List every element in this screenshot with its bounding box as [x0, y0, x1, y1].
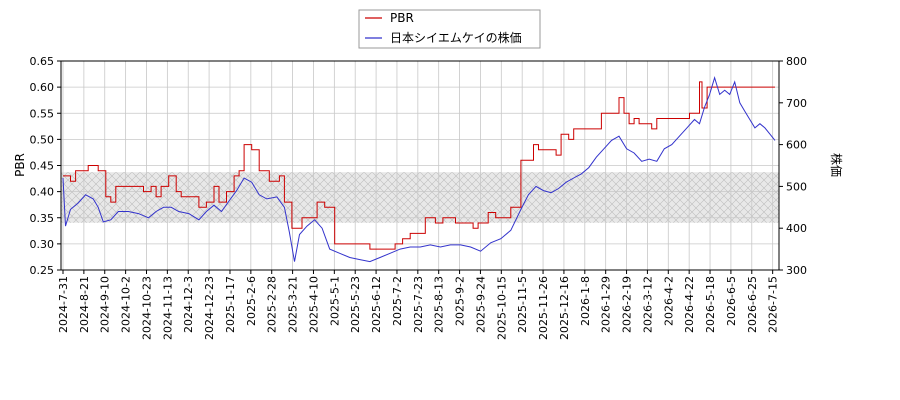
x-tick-label: 2024-7-31 [57, 276, 70, 333]
x-tick-label: 2024-11-13 [161, 276, 174, 340]
x-tick-label: 2025-9-24 [474, 276, 487, 333]
left-tick-label: 0.65 [30, 55, 55, 68]
x-tick-label: 2025-1-17 [224, 276, 237, 333]
right-axis-title: 株価 [829, 153, 844, 177]
x-tick-label: 2026-6-5 [725, 276, 738, 326]
x-tick-label: 2025-12-16 [558, 276, 571, 340]
right-tick-label: 300 [786, 264, 807, 277]
right-tick-label: 700 [786, 97, 807, 110]
x-tick-label: 2025-9-2 [454, 276, 467, 326]
x-tick-label: 2025-11-5 [516, 276, 529, 333]
x-tick-label: 2025-3-21 [287, 276, 300, 333]
x-tick-label: 2026-1-29 [600, 276, 613, 333]
x-tick-label: 2026-1-8 [579, 276, 592, 326]
x-tick-label: 2024-10-23 [140, 276, 153, 340]
x-tick-label: 2025-8-13 [433, 276, 446, 333]
x-tick-label: 2025-11-26 [537, 276, 550, 340]
legend-pbr-label: PBR [390, 11, 414, 25]
legend-price-label: 日本シイエムケイの株価 [390, 30, 522, 45]
x-tick-label: 2026-3-12 [641, 276, 654, 333]
x-tick-label: 2024-8-21 [78, 276, 91, 333]
pbr-series-line [63, 81, 775, 250]
x-tick-label: 2025-5-1 [328, 276, 341, 326]
x-tick-label: 2026-7-15 [767, 276, 780, 333]
x-tick-label: 2025-7-2 [391, 276, 404, 326]
legend-box [358, 9, 541, 49]
left-tick-label: 0.50 [30, 133, 55, 146]
x-tick-label: 2025-2-6 [245, 276, 258, 326]
left-tick-label: 0.25 [30, 264, 55, 277]
x-tick-label: 2024-9-10 [99, 276, 112, 333]
x-tick-label: 2024-12-23 [203, 276, 216, 340]
right-tick-label: 800 [786, 55, 807, 68]
left-tick-label: 0.30 [30, 238, 55, 251]
x-tick-label: 2025-7-23 [412, 276, 425, 333]
right-tick-label: 400 [786, 222, 807, 235]
x-tick-label: 2026-2-19 [621, 276, 634, 333]
left-tick-label: 0.35 [30, 212, 55, 225]
x-tick-label: 2026-4-22 [683, 276, 696, 333]
legend: PBR 日本シイエムケイの株価 [358, 9, 541, 49]
x-tick-label: 2025-10-15 [495, 276, 508, 340]
left-tick-label: 0.60 [30, 81, 55, 94]
x-tick-label: 2025-2-28 [266, 276, 279, 333]
x-tick-label: 2025-6-12 [370, 276, 383, 333]
x-tick-label: 2025-4-10 [307, 276, 320, 333]
x-tick-label: 2026-6-25 [746, 276, 759, 333]
left-tick-label: 0.55 [30, 107, 55, 120]
x-tick-label: 2026-5-18 [704, 276, 717, 333]
left-axis-title: PBR [13, 153, 27, 177]
x-tick-label: 2025-5-23 [349, 276, 362, 333]
right-tick-label: 500 [786, 180, 807, 193]
left-tick-label: 0.40 [30, 186, 55, 199]
stock-price-series-line [62, 75, 776, 263]
x-tick-label: 2024-10-2 [120, 276, 133, 333]
right-tick-label: 600 [786, 139, 807, 152]
left-tick-label: 0.45 [30, 160, 55, 173]
x-tick-label: 2026-4-2 [662, 276, 675, 326]
x-tick-label: 2024-12-3 [182, 276, 195, 333]
range-band-hatch [61, 172, 779, 223]
